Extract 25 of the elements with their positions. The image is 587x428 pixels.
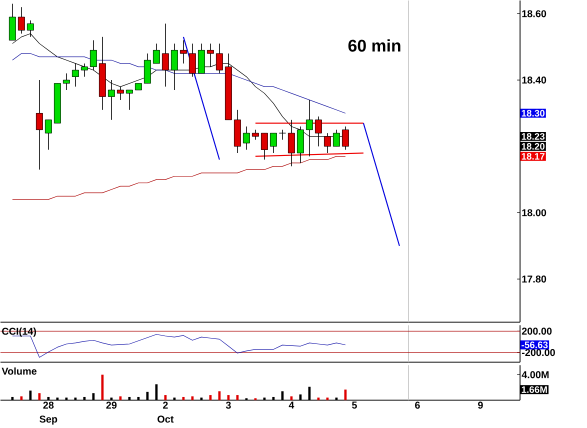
- y-tick-label: 18.00: [522, 209, 546, 216]
- x-tick-label: 29: [106, 402, 117, 409]
- chart-title: Volume: [2, 367, 37, 375]
- text: Sep: [40, 416, 58, 425]
- x-tick-label: 4: [288, 402, 294, 409]
- x-tick-label: 5: [352, 402, 357, 409]
- annotation: 18.20: [522, 143, 545, 150]
- y-tick-label: 18.40: [522, 76, 546, 84]
- x-tick-label: 9: [478, 402, 483, 409]
- x-tick-label: 2: [163, 402, 168, 409]
- y-tick-label: 200.00: [522, 328, 552, 335]
- y-tick-label: 17.80: [522, 276, 546, 283]
- y-tick-label: 18.60: [522, 10, 546, 18]
- annotation: 18.23: [522, 133, 545, 140]
- annotation: 18.17: [522, 153, 544, 160]
- text: Oct: [158, 416, 174, 423]
- annotation: 18.30: [522, 110, 545, 117]
- y-tick-label: 4.00M: [522, 371, 549, 378]
- annotation: -56.63: [522, 342, 548, 348]
- x-tick-label: 28: [43, 402, 54, 409]
- text: 60 min: [348, 39, 400, 52]
- y-tick-label: -200.00: [522, 349, 555, 356]
- x-tick-label: 6: [415, 402, 420, 409]
- annotation: 1.66M: [522, 386, 547, 393]
- x-tick-label: 3: [226, 402, 231, 409]
